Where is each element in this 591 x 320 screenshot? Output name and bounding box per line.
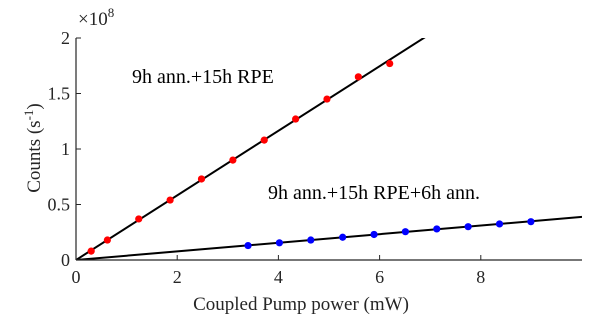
point-s0-1	[103, 236, 111, 244]
x-tick-label-0: 0	[72, 267, 81, 287]
x-tick-label-3: 6	[375, 267, 384, 287]
series-label-blue: 9h ann.+15h RPE+6h ann.	[268, 182, 480, 204]
point-s1-7	[464, 223, 472, 231]
y-axis-label-suffix: )	[24, 103, 45, 109]
y-tick-label-3: 1.5	[48, 84, 71, 104]
point-s0-6	[260, 136, 268, 144]
data-points	[87, 59, 535, 255]
y-exponent-power: 8	[108, 5, 115, 20]
ticks: 0 2 4 6 8 0 0.5 1 1.5 2	[48, 28, 486, 287]
point-s0-10	[386, 59, 394, 68]
y-tick-label-0: 0	[61, 250, 70, 270]
point-s0-4	[197, 175, 206, 183]
y-tick-label-2: 1	[61, 139, 70, 159]
y-tick-label-4: 2	[61, 28, 70, 48]
point-s1-5	[401, 228, 410, 236]
point-s1-3	[339, 233, 347, 241]
point-s1-2	[307, 236, 315, 244]
point-s0-5	[229, 156, 237, 164]
point-s0-8	[323, 95, 331, 103]
y-axis-exponent: ×108	[78, 5, 114, 30]
y-axis-label-main: Counts (s	[24, 120, 45, 192]
point-s0-2	[135, 215, 143, 223]
point-s0-9	[354, 73, 362, 81]
point-s0-0	[87, 247, 95, 255]
point-s0-3	[166, 196, 174, 204]
y-axis-label: Counts (s-1)	[21, 103, 45, 193]
x-tick-label-2: 4	[274, 267, 283, 287]
point-s0-7	[292, 115, 300, 123]
y-exponent-base: ×10	[78, 9, 108, 30]
point-s1-9	[527, 218, 535, 226]
y-axis-label-superscript: -1	[21, 110, 36, 121]
x-axis-label: Coupled Pump power (mW)	[193, 294, 409, 315]
y-tick-label-1: 0.5	[48, 195, 71, 215]
point-s1-0	[244, 241, 252, 250]
point-s1-1	[275, 239, 284, 247]
x-tick-label-1: 2	[173, 267, 182, 287]
x-tick-label-4: 8	[476, 267, 485, 287]
series-label-red: 9h ann.+15h RPE	[132, 66, 274, 88]
point-s1-4	[370, 230, 378, 239]
point-s1-6	[433, 225, 441, 233]
point-s1-8	[495, 220, 504, 228]
